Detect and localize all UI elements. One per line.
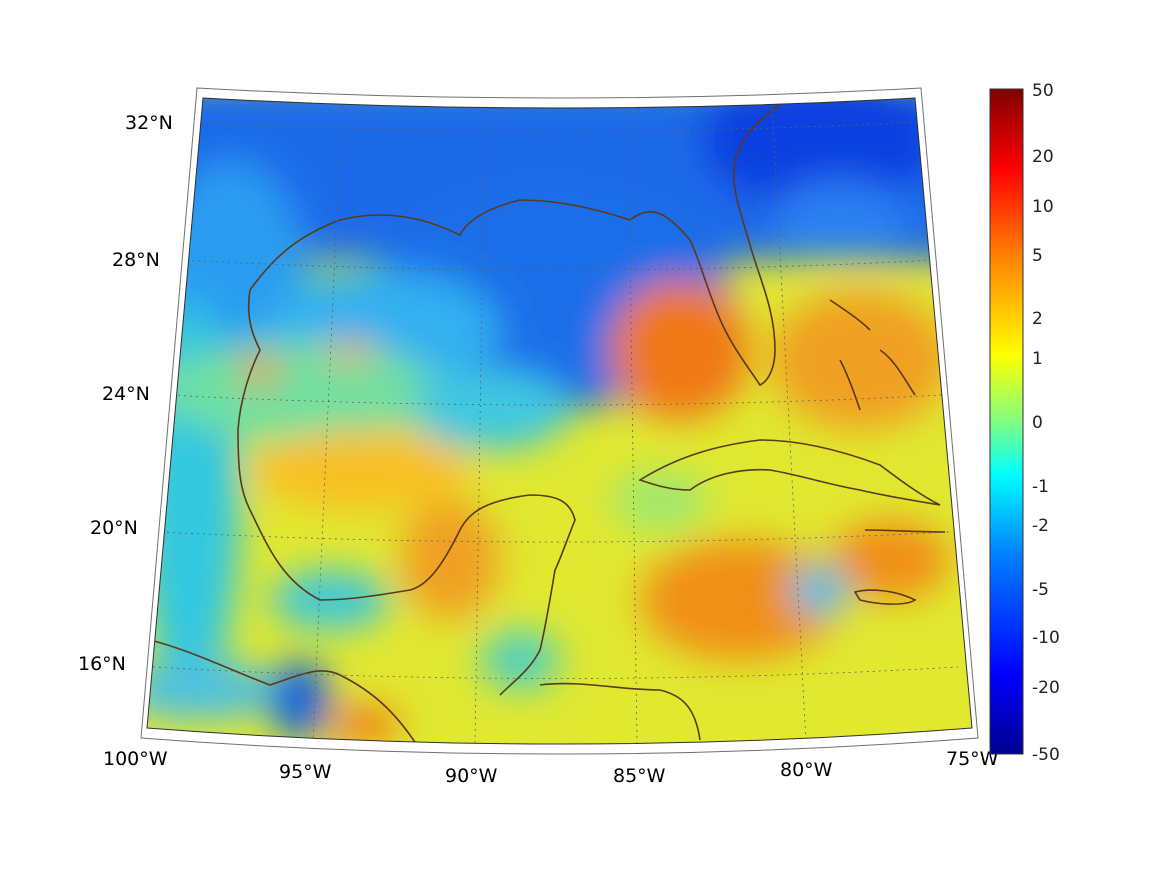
lon-labels: 100°W 95°W 90°W 85°W 80°W 75°W — [103, 748, 999, 787]
lat-labels: 32°N 28°N 24°N 20°N 16°N — [78, 112, 173, 675]
colorbar-tick-label: 10 — [1032, 197, 1054, 217]
lat-label: 32°N — [125, 112, 173, 134]
colorbar-tick-label: 1 — [1032, 349, 1043, 369]
colorbar: 50 20 10 5 2 1 0 -1 -2 -5 -10 -20 -50 — [989, 81, 1060, 765]
colorbar-tick-label: -50 — [1032, 745, 1060, 765]
lon-label: 100°W — [103, 748, 168, 770]
colorbar-tick-label: -20 — [1032, 678, 1060, 698]
lon-label: 75°W — [946, 748, 999, 770]
coastline — [149, 104, 946, 744]
lat-label: 28°N — [112, 249, 160, 271]
colorbar-tick-label: -1 — [1032, 477, 1049, 497]
colorbar-tick-label: 2 — [1032, 309, 1043, 329]
lon-label: 90°W — [445, 765, 498, 787]
colorbar-gradient — [989, 88, 1024, 755]
data-field — [147, 98, 972, 744]
lat-label: 16°N — [78, 653, 126, 675]
lon-label: 80°W — [780, 759, 833, 781]
colorbar-tick-label: -5 — [1032, 580, 1049, 600]
lat-label: 20°N — [90, 517, 138, 539]
colorbar-tick-label: 5 — [1032, 246, 1043, 266]
colorbar-tick-label: 0 — [1032, 413, 1043, 433]
colorbar-tick-label: -10 — [1032, 628, 1060, 648]
colorbar-tick-label: 20 — [1032, 147, 1054, 167]
graticule — [152, 99, 959, 744]
colorbar-tick-label: -2 — [1032, 516, 1049, 536]
colorbar-tick-label: 50 — [1032, 81, 1054, 101]
map-frame — [140, 87, 979, 755]
lon-label: 95°W — [279, 761, 332, 783]
lon-label: 85°W — [613, 765, 666, 787]
lat-label: 24°N — [102, 383, 150, 405]
